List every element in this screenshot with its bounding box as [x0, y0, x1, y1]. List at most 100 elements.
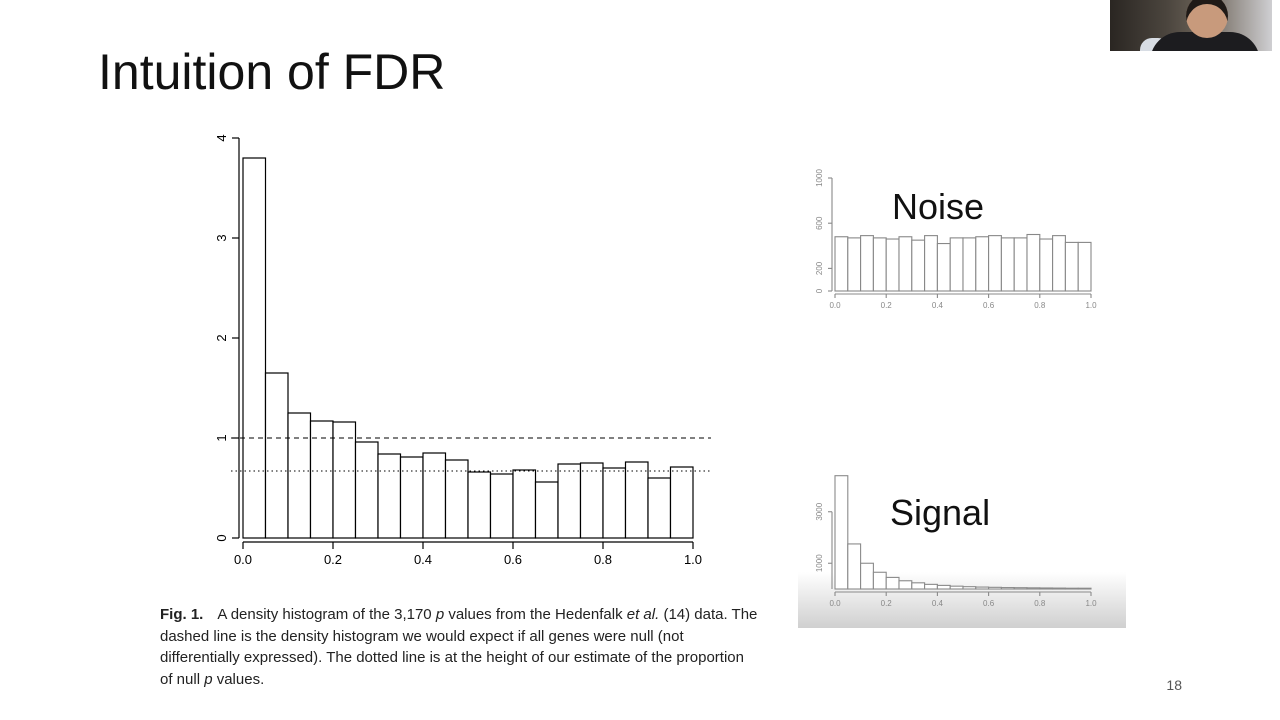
- main-histogram-bar: [422, 452, 447, 539]
- main-histogram-y-tick-label: 4: [214, 134, 229, 141]
- figure-caption: Fig. 1. A density histogram of the 3,170 …: [160, 604, 760, 690]
- signal-histogram-bar: [1026, 587, 1041, 590]
- noise-histogram-bar: [1013, 237, 1028, 292]
- noise-histogram-bar: [962, 237, 977, 292]
- signal-histogram-bar: [924, 583, 938, 590]
- main-histogram-bar: [647, 477, 672, 539]
- main-histogram-bar: [534, 481, 559, 539]
- signal-histogram-x-tick-label: 1.0: [1085, 599, 1097, 608]
- noise-histogram-x-tick-label: 0.6: [983, 301, 995, 310]
- noise-histogram-bar: [872, 237, 887, 292]
- signal-histogram-bar: [1039, 587, 1054, 590]
- noise-panel: 0.0 0.2 0.4 0.6 0.8 1.0 0 200 600 1000 Noise: [798, 160, 1126, 333]
- main-histogram-y-tick-label: 3: [214, 234, 229, 241]
- signal-label: Signal: [890, 492, 991, 533]
- signal-histogram-x-tick-label: 0.0: [829, 599, 841, 608]
- main-histogram-bar: [579, 462, 604, 539]
- main-histogram-bar: [354, 441, 379, 539]
- signal-histogram-bar: [936, 584, 951, 590]
- noise-histogram-chart: 0.0 0.2 0.4 0.6 0.8 1.0 0 200 600 1000: [815, 169, 1097, 310]
- noise-histogram-bar: [898, 236, 913, 292]
- noise-histogram-x-tick-label: 1.0: [1085, 301, 1097, 310]
- noise-histogram-x-tick-label: 0.4: [932, 301, 944, 310]
- main-histogram-bar: [332, 421, 357, 539]
- noise-label: Noise: [892, 186, 985, 227]
- signal-histogram-bar: [834, 475, 849, 590]
- main-histogram-x-tick-label: 0.6: [504, 552, 522, 567]
- main-histogram-bar: [287, 412, 312, 539]
- main-histogram-bar: [377, 453, 402, 539]
- signal-histogram-y-tick-label: 1000: [815, 554, 824, 572]
- signal-histogram-x-tick-label: 0.4: [932, 599, 944, 608]
- noise-histogram-y-tick-label: 200: [815, 261, 824, 275]
- signal-histogram-bar: [949, 585, 964, 590]
- signal-histogram-bar: [885, 576, 900, 590]
- main-histogram-bar: [242, 157, 267, 539]
- noise-histogram-bar: [924, 235, 938, 292]
- noise-histogram-bar: [949, 237, 964, 292]
- main-histogram-x-tick-label: 0.2: [324, 552, 342, 567]
- signal-panel: 0.0 0.2 0.4 0.6 0.8 1.0 1000 3000 Signal: [798, 466, 1126, 633]
- signal-histogram-bar: [1013, 587, 1028, 590]
- signal-histogram-x-tick-label: 0.8: [1034, 599, 1046, 608]
- noise-histogram-bar: [847, 237, 862, 292]
- noise-histogram-bar: [1077, 241, 1092, 292]
- signal-histogram-x-tick-label: 0.2: [881, 599, 893, 608]
- signal-histogram-bar: [988, 586, 1002, 590]
- main-histogram-y-tick-label: 1: [214, 434, 229, 441]
- noise-histogram-bar: [1039, 238, 1054, 292]
- caption-et-al: et al.: [626, 606, 660, 623]
- main-histogram-bar: [309, 420, 334, 539]
- signal-histogram-bar: [911, 582, 926, 590]
- main-histogram-bar: [444, 459, 469, 539]
- noise-histogram-bar: [975, 236, 990, 292]
- caption-p-2: p: [204, 670, 213, 688]
- signal-histogram-chart: 0.0 0.2 0.4 0.6 0.8 1.0 1000 3000: [815, 475, 1097, 608]
- noise-histogram-bar: [988, 235, 1002, 292]
- main-histogram-bar: [399, 456, 424, 539]
- main-histogram-bar: [602, 467, 627, 539]
- slide-title: Intuition of FDR: [98, 44, 446, 100]
- webcam-thumbnail: [1110, 0, 1272, 51]
- signal-histogram-bar: [1000, 587, 1015, 590]
- noise-histogram-bar: [936, 242, 951, 292]
- main-histogram-bar: [557, 463, 582, 539]
- signal-histogram-y-tick-label: 3000: [815, 502, 824, 520]
- caption-text-2: values from the Hedenfalk: [444, 606, 627, 623]
- caption-fig-label: Fig. 1.: [160, 606, 204, 623]
- main-histogram-x-tick-label: 0.8: [594, 552, 612, 567]
- main-histogram-bar: [624, 461, 649, 539]
- noise-histogram-y-tick-label: 0: [815, 288, 824, 293]
- main-histogram-bar: [489, 473, 514, 539]
- caption-text-1: A density histogram of the 3,170: [217, 606, 436, 623]
- noise-histogram-bar: [834, 236, 849, 292]
- signal-histogram-bar: [860, 562, 874, 590]
- signal-histogram-bar: [975, 586, 990, 590]
- main-histogram-x-tick-label: 1.0: [684, 552, 702, 567]
- webcam-person-head: [1186, 0, 1228, 38]
- noise-histogram-x-tick-label: 0.2: [881, 301, 893, 310]
- main-histogram-chart: 0.0 0.2 0.4 0.6 0.8 1.0 0 1 2 3 4: [214, 134, 711, 567]
- main-histogram-x-tick-label: 0.4: [414, 552, 432, 567]
- main-histogram-y-tick-label: 0: [214, 534, 229, 541]
- noise-histogram-y-tick-label: 600: [815, 216, 824, 230]
- signal-histogram-bar: [1077, 587, 1092, 590]
- signal-histogram-bar: [847, 543, 862, 590]
- noise-histogram-bar: [860, 235, 874, 292]
- main-histogram-bar: [512, 469, 537, 539]
- main-histogram-bar: [264, 372, 289, 539]
- main-histogram-bar: [467, 471, 492, 539]
- signal-histogram-bar: [1052, 587, 1066, 590]
- page-number: 18: [1166, 677, 1182, 693]
- main-histogram-bar: [669, 466, 694, 539]
- signal-histogram-bar: [872, 571, 887, 590]
- caption-p-1: p: [435, 606, 445, 623]
- noise-histogram-x-tick-label: 0.0: [829, 301, 841, 310]
- signal-histogram-x-tick-label: 0.6: [983, 599, 995, 608]
- noise-histogram-bar: [1026, 233, 1041, 292]
- noise-histogram-bar: [1064, 241, 1079, 292]
- caption-text-3: (14) data. The dashed line is the densit…: [160, 606, 758, 688]
- main-histogram-x-tick-label: 0.0: [234, 552, 252, 567]
- main-histogram-y-tick-label: 2: [214, 334, 229, 341]
- noise-histogram-x-tick-label: 0.8: [1034, 301, 1046, 310]
